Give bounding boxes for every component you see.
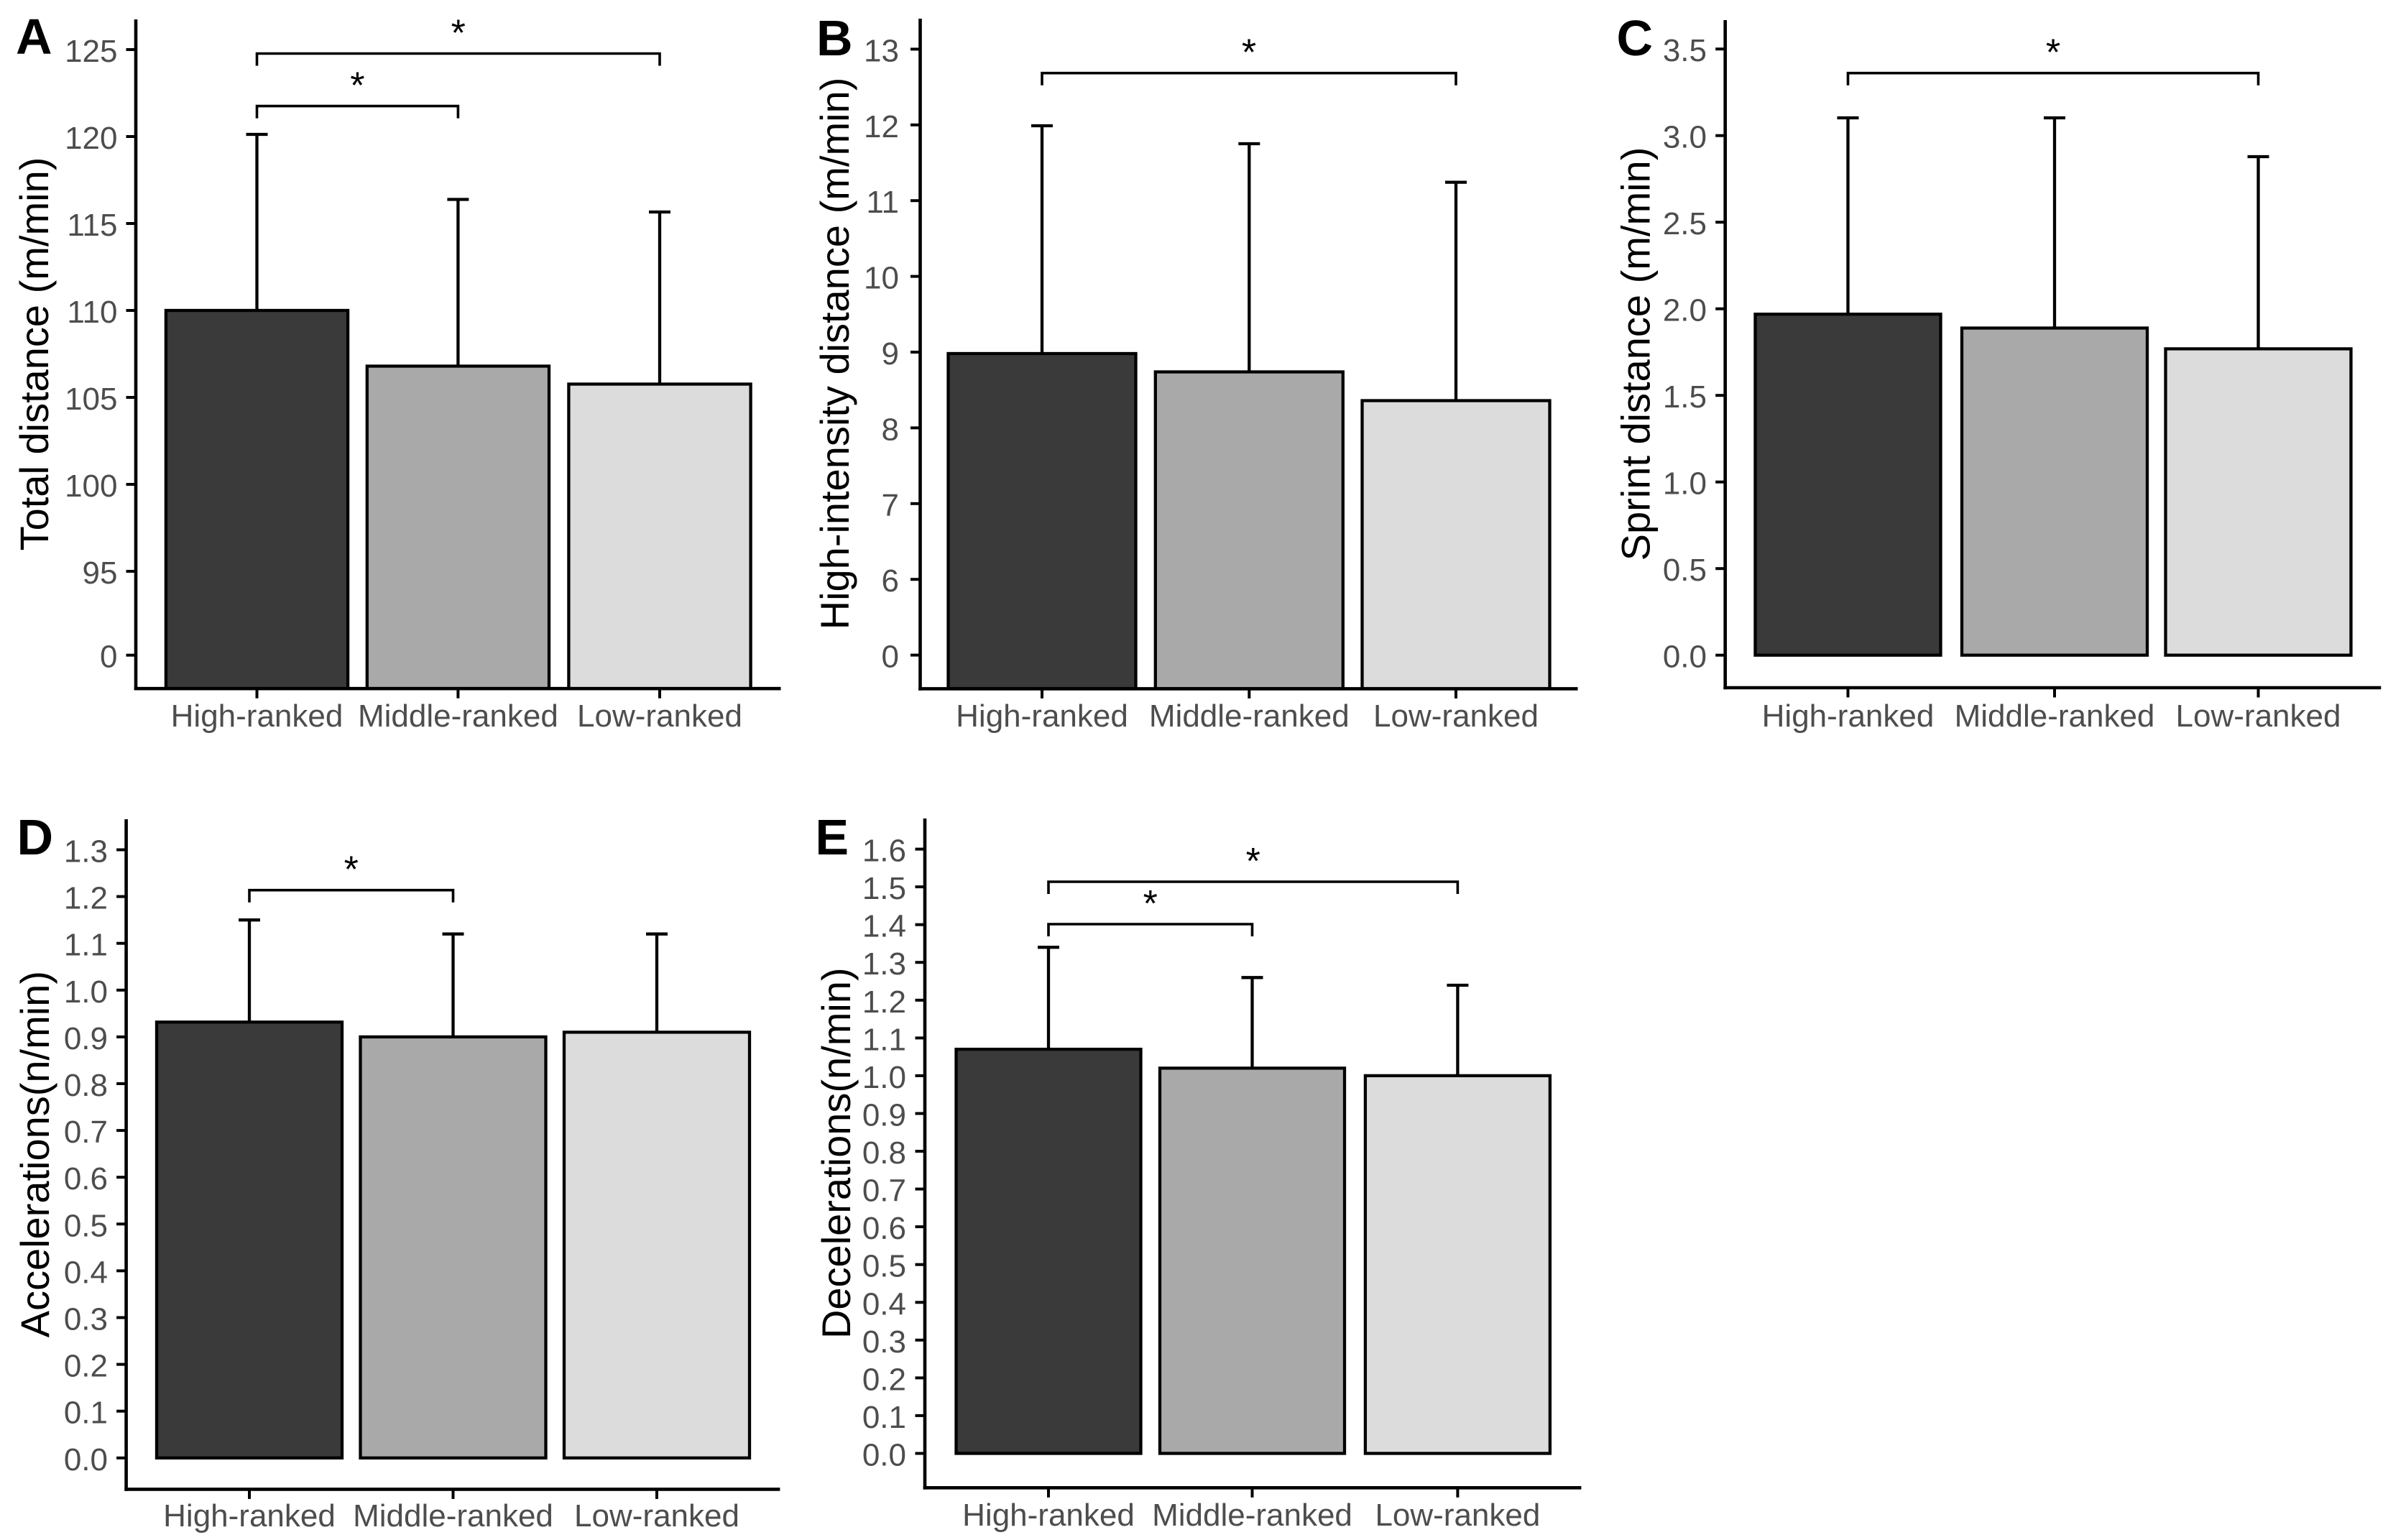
svg-text:High-ranked: High-ranked — [962, 1498, 1135, 1533]
svg-text:*: * — [1143, 883, 1158, 925]
svg-text:0.1: 0.1 — [862, 1400, 906, 1435]
svg-text:Middle-ranked: Middle-ranked — [1955, 698, 2155, 734]
svg-text:120: 120 — [65, 121, 117, 156]
svg-text:0.9: 0.9 — [64, 1021, 108, 1056]
svg-text:1.3: 1.3 — [862, 946, 906, 982]
svg-text:0.5: 0.5 — [1663, 553, 1707, 588]
svg-text:Decelerations(n/min): Decelerations(n/min) — [813, 967, 859, 1339]
svg-text:110: 110 — [67, 295, 117, 330]
svg-text:D: D — [17, 809, 54, 865]
svg-text:0.2: 0.2 — [862, 1362, 906, 1397]
svg-text:Low-ranked: Low-ranked — [574, 1498, 739, 1534]
svg-text:0.7: 0.7 — [862, 1174, 906, 1209]
svg-text:*: * — [2046, 32, 2060, 74]
svg-text:0.2: 0.2 — [64, 1349, 108, 1384]
svg-text:10: 10 — [864, 261, 899, 296]
svg-text:7: 7 — [882, 488, 899, 523]
svg-text:0.5: 0.5 — [64, 1208, 108, 1243]
svg-text:High-intensity distance (m/min: High-intensity distance (m/min) — [812, 78, 857, 630]
svg-text:0.5: 0.5 — [862, 1249, 906, 1284]
svg-text:Low-ranked: Low-ranked — [2176, 698, 2341, 734]
svg-text:1.0: 1.0 — [1663, 466, 1707, 502]
svg-text:Middle-ranked: Middle-ranked — [353, 1498, 553, 1534]
svg-text:0: 0 — [100, 640, 117, 675]
svg-text:13: 13 — [864, 33, 899, 68]
svg-text:100: 100 — [65, 469, 117, 504]
svg-text:Middle-ranked: Middle-ranked — [358, 698, 558, 734]
svg-text:*: * — [344, 849, 359, 891]
svg-text:1.0: 1.0 — [64, 974, 108, 1010]
svg-text:1.1: 1.1 — [862, 1022, 906, 1057]
svg-text:9: 9 — [882, 336, 899, 372]
svg-text:0.6: 0.6 — [64, 1161, 108, 1197]
svg-text:1.5: 1.5 — [1663, 379, 1707, 415]
svg-text:1.1: 1.1 — [64, 928, 108, 963]
svg-text:8: 8 — [882, 412, 899, 447]
svg-text:Middle-ranked: Middle-ranked — [1152, 1498, 1352, 1533]
svg-text:105: 105 — [65, 382, 117, 417]
svg-text:11: 11 — [866, 185, 899, 220]
svg-text:0.3: 0.3 — [64, 1302, 108, 1337]
svg-text:0.0: 0.0 — [64, 1442, 108, 1477]
svg-text:0.3: 0.3 — [862, 1324, 906, 1360]
svg-text:0.1: 0.1 — [64, 1396, 108, 1431]
svg-text:0.8: 0.8 — [862, 1135, 906, 1171]
svg-text:High-ranked: High-ranked — [1762, 698, 1935, 734]
svg-text:High-ranked: High-ranked — [171, 698, 344, 734]
svg-text:115: 115 — [67, 208, 117, 243]
svg-text:High-ranked: High-ranked — [956, 698, 1128, 734]
svg-text:95: 95 — [83, 555, 118, 591]
svg-text:C: C — [1617, 10, 1654, 66]
svg-text:0.4: 0.4 — [64, 1255, 108, 1290]
svg-text:1.6: 1.6 — [862, 834, 906, 869]
svg-text:0.4: 0.4 — [862, 1286, 906, 1322]
svg-text:1.4: 1.4 — [862, 909, 906, 944]
svg-text:E: E — [815, 809, 849, 865]
svg-text:1.2: 1.2 — [64, 881, 108, 916]
svg-text:12: 12 — [864, 109, 899, 144]
svg-text:2.0: 2.0 — [1663, 293, 1707, 328]
svg-text:1.2: 1.2 — [862, 985, 906, 1020]
svg-text:125: 125 — [65, 34, 117, 69]
svg-text:6: 6 — [882, 563, 899, 599]
svg-text:0.7: 0.7 — [64, 1115, 108, 1150]
svg-text:1.5: 1.5 — [862, 871, 906, 906]
svg-text:0.8: 0.8 — [64, 1068, 108, 1103]
svg-text:1.0: 1.0 — [862, 1060, 906, 1095]
svg-text:0: 0 — [882, 640, 899, 675]
svg-text:Low-ranked: Low-ranked — [577, 698, 742, 734]
svg-text:A: A — [16, 9, 52, 65]
svg-text:High-ranked: High-ranked — [163, 1498, 336, 1534]
svg-text:Middle-ranked: Middle-ranked — [1149, 698, 1350, 734]
svg-text:0.9: 0.9 — [862, 1098, 906, 1133]
svg-text:*: * — [1242, 32, 1256, 74]
svg-text:0.0: 0.0 — [1663, 640, 1707, 675]
svg-text:0.6: 0.6 — [862, 1211, 906, 1246]
svg-text:*: * — [451, 13, 466, 55]
svg-text:Total distance (m/min): Total distance (m/min) — [11, 157, 57, 551]
svg-text:2.5: 2.5 — [1663, 206, 1707, 241]
svg-text:1.3: 1.3 — [64, 834, 108, 870]
svg-text:0.0: 0.0 — [862, 1438, 906, 1473]
svg-text:*: * — [350, 65, 364, 107]
svg-text:*: * — [1246, 841, 1260, 882]
svg-text:Accelerations(n/min): Accelerations(n/min) — [12, 971, 57, 1337]
svg-text:3.0: 3.0 — [1663, 120, 1707, 155]
svg-text:Low-ranked: Low-ranked — [1373, 698, 1539, 734]
svg-text:Low-ranked: Low-ranked — [1375, 1498, 1540, 1533]
svg-text:Sprint distance (m/min): Sprint distance (m/min) — [1613, 147, 1659, 561]
svg-text:3.5: 3.5 — [1663, 33, 1707, 68]
svg-text:B: B — [816, 10, 853, 66]
